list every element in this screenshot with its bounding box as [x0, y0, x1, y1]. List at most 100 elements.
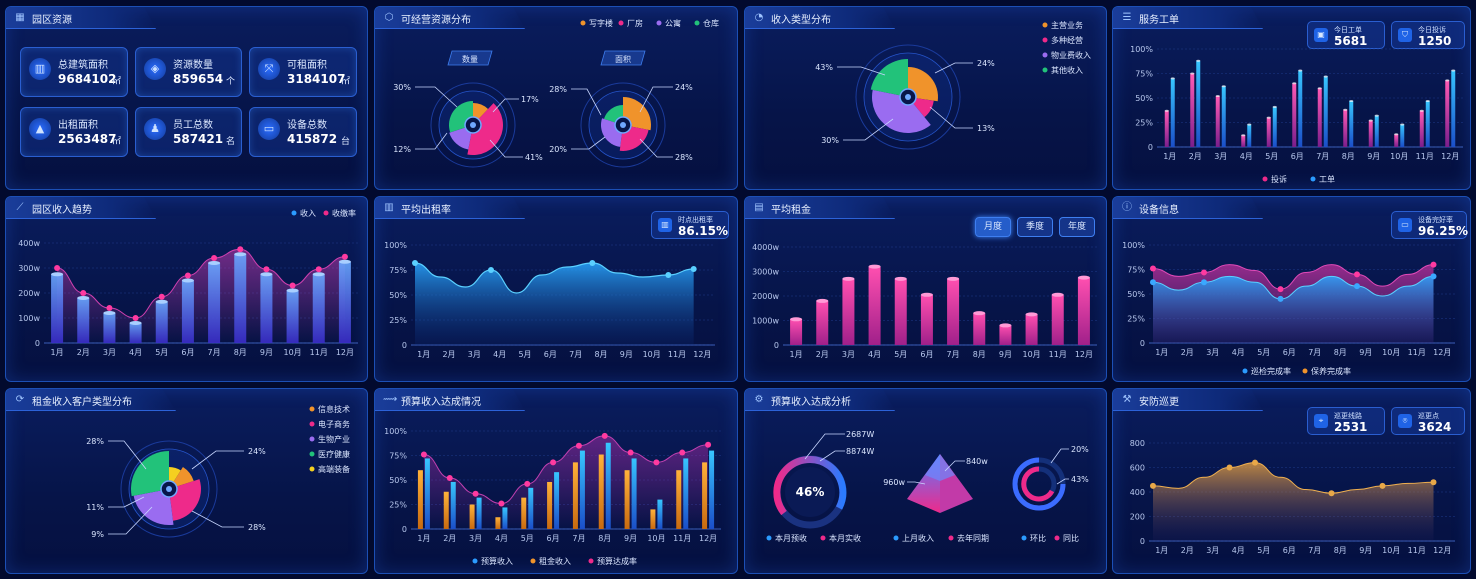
kpi-patrol-points[interactable]: ⌾ 巡更点 3624 [1391, 407, 1465, 435]
pie-label: 24% [248, 447, 266, 456]
rate-point [472, 490, 479, 497]
kpi-occupancy[interactable]: ▥ 时点出租率 86.15% [651, 211, 729, 239]
bar [676, 470, 682, 529]
y-tick-label: 800 [1130, 439, 1145, 448]
briefcase-icon: ▣ [1314, 28, 1328, 42]
y-tick-label: 50% [389, 291, 407, 300]
pyramid-leader-2 [907, 481, 926, 485]
bar-cap [181, 278, 194, 283]
legend-dot [588, 558, 594, 564]
kpi-device-rate[interactable]: ▭ 设备完好率 96.25% [1391, 211, 1468, 239]
legend-dot [1042, 22, 1048, 28]
legend-dot [323, 210, 329, 216]
pyramid-label-1: 840w [966, 457, 988, 466]
bar-cap [816, 298, 829, 303]
quarter-button[interactable]: 季度 [1017, 217, 1053, 237]
gauge-leader-2 [819, 450, 845, 462]
stat-value: 3184107 [287, 72, 346, 86]
panel-title: 园区收入趋势 [32, 205, 92, 216]
kpi-patrol-lines[interactable]: ⌖ 巡更线路 2531 [1307, 407, 1385, 435]
bar [1317, 88, 1322, 147]
panel-title: 收入类型分布 [771, 15, 831, 26]
x-tick-label: 5月 [1257, 546, 1270, 555]
legend-dot [309, 406, 315, 412]
stat-label: 资源数量 [173, 60, 213, 71]
shield-icon: ⛉ [1398, 28, 1412, 42]
stat-card[interactable]: ▭ 设备总数 415872 台 [249, 107, 357, 157]
bar [1025, 314, 1038, 345]
y-tick-label: 75% [1127, 266, 1145, 275]
panel-title: 可经营资源分布 [401, 15, 471, 26]
stat-card[interactable]: ▲ 出租面积 2563487 ㎡ [20, 107, 128, 157]
legend-dot [1262, 176, 1268, 182]
bar [1400, 124, 1405, 147]
year-button[interactable]: 年度 [1059, 217, 1095, 237]
rate-point [446, 475, 453, 482]
chart-icon: ▥ [384, 202, 394, 213]
maintenance-point [1430, 261, 1437, 268]
pie-slice [467, 103, 503, 155]
bar-cap [1445, 79, 1450, 82]
rate-point [132, 315, 139, 321]
x-tick-label: 5月 [521, 534, 534, 543]
pie-center-dot [470, 122, 476, 128]
legend-label: 保养完成率 [1311, 366, 1351, 376]
bar [579, 450, 585, 529]
x-tick-label: 4月 [1232, 348, 1245, 357]
bar-cap [1196, 59, 1201, 62]
x-tick-label: 7月 [208, 348, 221, 357]
x-tick-label: 2月 [1181, 348, 1194, 357]
bar [790, 319, 803, 345]
budget-chart: 0 25% 50% 75% 100% 1月 2月 3月 4月 5月 6月 7月 8月 9月 10月 11月 12… [384, 427, 721, 566]
grid-icon: ▦ [15, 12, 25, 23]
legend-dot [1042, 52, 1048, 58]
panel-title: 平均出租率 [401, 205, 451, 216]
kpi-today-orders[interactable]: ▣ 今日工单 5681 [1307, 21, 1385, 49]
legend-label: 工单 [1319, 174, 1335, 184]
stat-card[interactable]: ⤧ 可租面积 3184107 ㎡ [249, 47, 357, 97]
kpi-today-complaints[interactable]: ⛉ 今日投诉 1250 [1391, 21, 1465, 49]
expand-icon: ⤧ [258, 58, 280, 80]
bar-cap [312, 272, 325, 277]
bar [469, 504, 475, 529]
bar [312, 274, 325, 343]
legend-dot [1021, 535, 1027, 541]
area-icon: ▲ [29, 118, 51, 140]
legend-dot [820, 535, 826, 541]
bar [1241, 135, 1246, 147]
bar-cap [868, 264, 881, 269]
bar-cap [1215, 95, 1220, 98]
stat-card[interactable]: ▥ 总建筑面积 9684102 ㎡ [20, 47, 128, 97]
x-tick-label: 11月 [1416, 152, 1434, 161]
x-tick-label: 4月 [129, 348, 142, 357]
y-tick-label: 100w [18, 314, 40, 323]
pie-leader-line [837, 66, 886, 76]
legend-label: 本月实收 [829, 533, 861, 543]
chart-tag [447, 50, 493, 66]
bar-cap [1221, 85, 1226, 88]
bar [1272, 106, 1277, 147]
x-tick-label: 10月 [283, 348, 301, 357]
kpi-value: 3624 [1418, 420, 1452, 434]
bar [521, 497, 527, 529]
bar [77, 298, 90, 343]
pie-label: 20% [549, 145, 567, 154]
x-tick-label: 12月 [336, 348, 354, 357]
bar-cap [1394, 133, 1399, 136]
month-button[interactable]: 月度 [975, 217, 1011, 237]
legend-dot [893, 535, 899, 541]
ring-label-1: 20% [1071, 445, 1089, 454]
pin-icon: ⌾ [1398, 414, 1412, 428]
stat-card[interactable]: ♟ 员工总数 587421 名 [135, 107, 242, 157]
bar-cap [77, 296, 90, 300]
x-tick-label: 7月 [1308, 546, 1321, 555]
legend-label: 公寓 [665, 18, 681, 28]
y-tick-label: 200w [18, 289, 40, 298]
stat-card[interactable]: ◈ 资源数量 859654 个 [135, 47, 242, 97]
bar [1266, 117, 1271, 147]
bar [443, 491, 449, 529]
monitor-icon: ▭ [258, 118, 280, 140]
x-tick-label: 6月 [1291, 152, 1304, 161]
legend-dot [948, 535, 954, 541]
bar [947, 278, 960, 345]
